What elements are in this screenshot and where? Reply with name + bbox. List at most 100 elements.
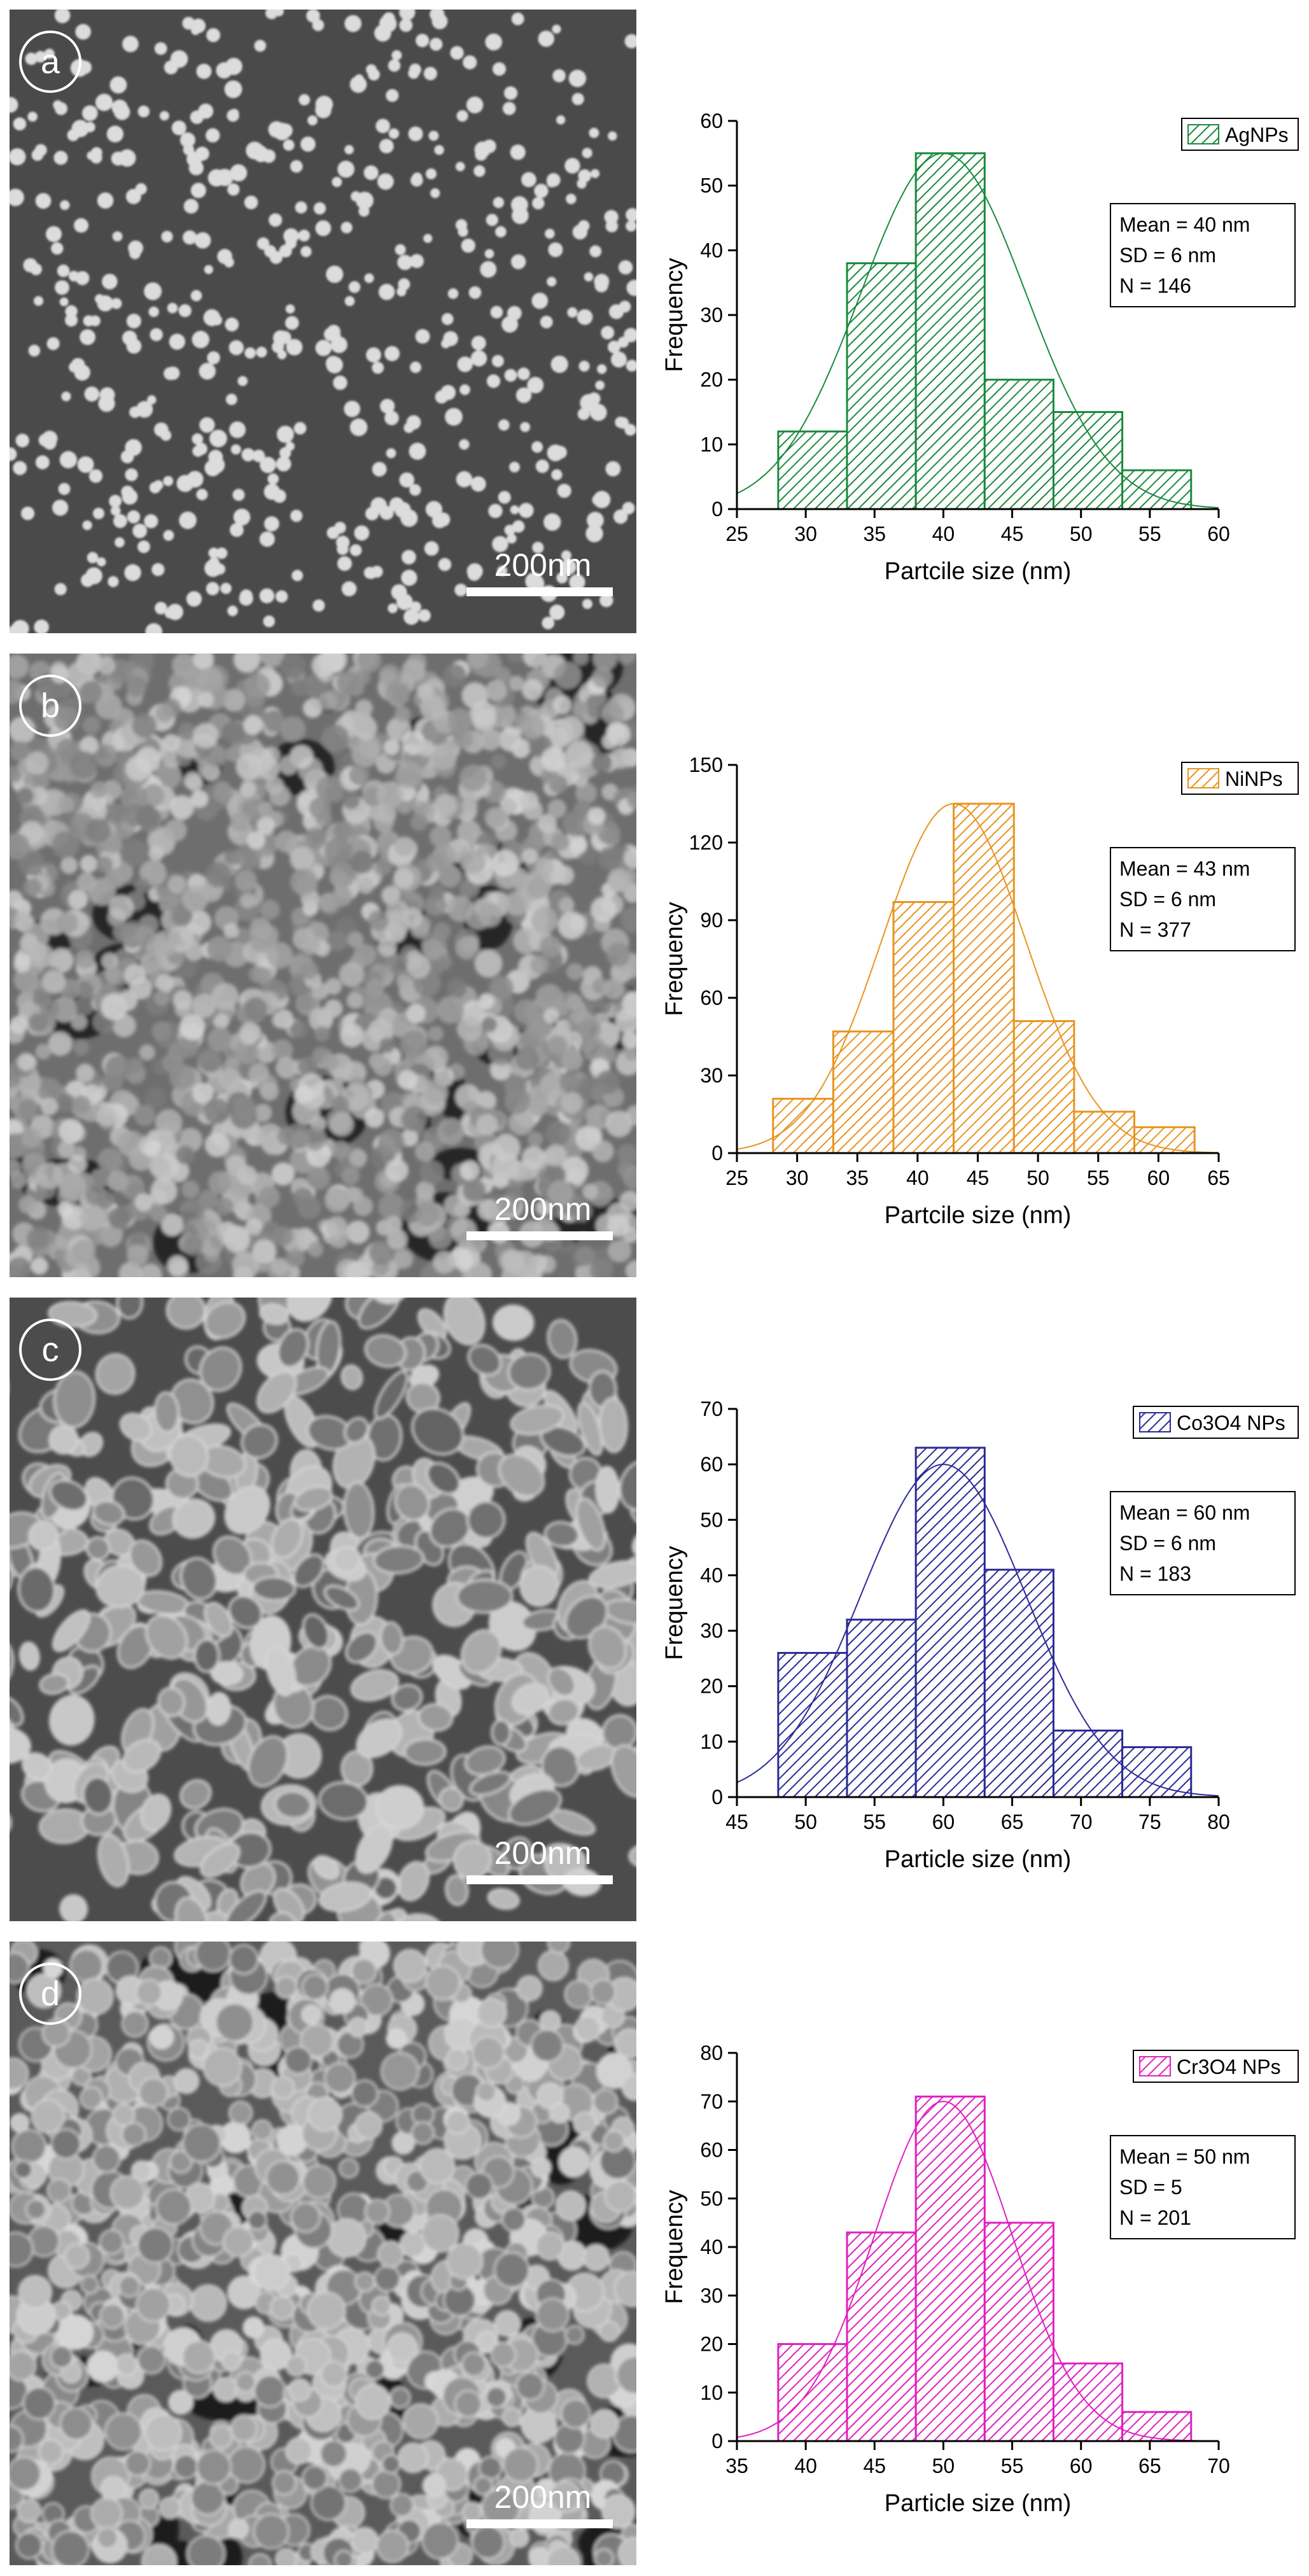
particle (145, 623, 163, 633)
particle (190, 290, 202, 302)
particle (116, 1298, 144, 1320)
particle (159, 111, 169, 121)
particle (424, 541, 439, 556)
particle (284, 2046, 312, 2075)
particle (205, 862, 231, 888)
panel-d: d 200nm 35 40 45 50 55 60 65 70 0 10 20 30 40 50 60 70 80… (0, 1932, 1309, 2576)
particle (566, 193, 577, 204)
particle (491, 354, 504, 367)
particle (233, 508, 251, 526)
particle (626, 220, 636, 232)
particle (71, 1095, 91, 1115)
particle (360, 1984, 393, 2017)
particle (68, 890, 88, 910)
particle (413, 801, 430, 818)
particle (137, 2227, 174, 2264)
particle (453, 729, 473, 749)
particle (326, 325, 341, 339)
particle (92, 1500, 125, 1526)
particle (421, 2521, 459, 2559)
particle (484, 806, 507, 829)
particle (368, 1240, 395, 1266)
particle (406, 415, 421, 430)
particle (568, 69, 587, 87)
particle (312, 599, 325, 612)
particle (31, 1257, 48, 1275)
particle (450, 46, 464, 60)
particle (252, 1239, 277, 1264)
particle (332, 177, 342, 187)
particle (207, 1026, 232, 1053)
particle (353, 944, 376, 967)
particle (489, 1059, 512, 1081)
histogram-bar (914, 152, 986, 510)
particle (318, 1781, 369, 1821)
particle (52, 500, 69, 516)
particle (530, 2029, 564, 2062)
particle (191, 25, 200, 35)
x-axis-title: Particle size (nm) (885, 1846, 1072, 1873)
particle (540, 2010, 561, 2032)
particle (515, 2372, 545, 2401)
x-tick-label: 65 (1001, 1810, 1024, 1833)
particle (442, 664, 466, 688)
particle (419, 695, 445, 721)
particle (306, 10, 320, 23)
particle (516, 1975, 543, 2001)
particle (363, 566, 376, 579)
particle (540, 316, 553, 328)
histogram-bar (1052, 411, 1124, 510)
particle (411, 1407, 465, 1456)
particle (501, 1249, 525, 1273)
particle (447, 895, 473, 922)
particle (10, 1016, 28, 1034)
particle (199, 1347, 242, 1392)
particle (148, 846, 164, 862)
particle (416, 34, 430, 48)
particle (192, 330, 210, 349)
particle (597, 364, 607, 374)
particle (181, 2340, 216, 2374)
particle (592, 654, 618, 671)
particle (391, 2131, 416, 2155)
particle (35, 1044, 52, 1060)
particle (268, 1912, 297, 1921)
particle (624, 847, 636, 869)
particle (573, 654, 589, 666)
particle (447, 708, 472, 733)
particle (290, 678, 309, 697)
histogram-bars (777, 2096, 1193, 2442)
particle (97, 1834, 130, 1887)
particle (192, 433, 204, 445)
particle (41, 430, 58, 447)
particle (478, 1091, 496, 1109)
particle (315, 95, 333, 113)
y-tick-label: 40 (700, 2236, 723, 2258)
particle (339, 962, 365, 988)
y-tick-label: 30 (700, 1620, 723, 1642)
particle (447, 288, 459, 299)
particle (51, 2530, 90, 2565)
particle (440, 385, 456, 400)
particle (108, 1207, 130, 1229)
particle (543, 1521, 580, 1548)
particle (592, 2089, 619, 2115)
particle (277, 350, 287, 360)
particle (329, 862, 356, 888)
particle (341, 1166, 360, 1186)
particle (393, 1949, 427, 1983)
particle (535, 2231, 564, 2261)
particle (311, 654, 336, 678)
x-tick-label: 55 (863, 1810, 886, 1833)
particle (466, 563, 483, 580)
particle (124, 564, 141, 582)
particle (591, 1140, 614, 1163)
particle (582, 148, 592, 158)
particle (230, 444, 241, 455)
particle (216, 547, 228, 559)
histogram-bar (953, 802, 1015, 1154)
particle (559, 1072, 578, 1091)
particle (379, 15, 397, 33)
particle (249, 917, 272, 940)
particle (334, 2550, 354, 2565)
